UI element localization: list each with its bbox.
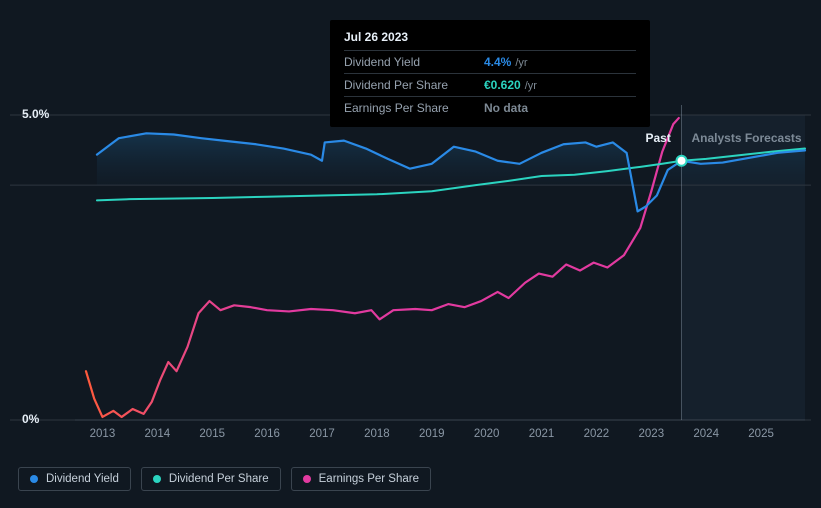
y-tick-label: 5.0% [22,107,49,121]
x-tick-label: 2016 [254,428,280,440]
tooltip-key: Dividend Per Share [344,78,484,92]
legend-label: Dividend Yield [46,473,119,485]
x-tick-label: 2019 [419,428,445,440]
x-tick-label: 2018 [364,428,390,440]
legend-label: Dividend Per Share [169,473,269,485]
legend-item[interactable]: Earnings Per Share [291,467,431,491]
tooltip-key: Earnings Per Share [344,101,484,115]
tooltip-value: €0.620/yr [484,78,537,92]
x-tick-label: 2015 [199,428,225,440]
x-tick-label: 2013 [90,428,116,440]
x-tick-label: 2025 [748,428,774,440]
tooltip-unit: /yr [515,57,527,69]
legend-dot-icon [303,475,311,483]
x-tick-label: 2022 [584,428,610,440]
tooltip-number: €0.620 [484,78,521,92]
tooltip-date: Jul 26 2023 [344,30,636,44]
tooltip-row: Earnings Per ShareNo data [344,96,636,119]
tooltip-value: No data [484,101,528,115]
legend-dot-icon [153,475,161,483]
legend-item[interactable]: Dividend Yield [18,467,131,491]
forecast-label: Analysts Forecasts [692,131,802,145]
legend-dot-icon [30,475,38,483]
tooltip-unit: /yr [525,80,537,92]
x-tick-label: 2023 [639,428,665,440]
x-tick-label: 2024 [693,428,719,440]
dividend-chart: Jul 26 2023 Dividend Yield4.4%/yrDividen… [0,0,821,508]
tooltip-row: Dividend Per Share€0.620/yr [344,73,636,96]
past-label: Past [646,131,671,145]
x-tick-label: 2021 [529,428,555,440]
x-tick-label: 2020 [474,428,500,440]
tooltip-number: No data [484,101,528,115]
legend-label: Earnings Per Share [319,473,419,485]
y-tick-label: 0% [22,412,39,426]
legend-item[interactable]: Dividend Per Share [141,467,281,491]
tooltip-value: 4.4% /yr [484,55,528,69]
chart-legend: Dividend Yield Dividend Per Share Earnings… [18,467,431,491]
x-tick-label: 2017 [309,428,335,440]
tooltip-key: Dividend Yield [344,55,484,69]
chart-tooltip: Jul 26 2023 Dividend Yield4.4%/yrDividen… [330,20,650,127]
tooltip-rows: Dividend Yield4.4%/yrDividend Per Share€… [344,50,636,119]
tooltip-number: 4.4% [484,55,511,69]
tooltip-row: Dividend Yield4.4% /yr [344,50,636,73]
x-tick-label: 2014 [145,428,171,440]
